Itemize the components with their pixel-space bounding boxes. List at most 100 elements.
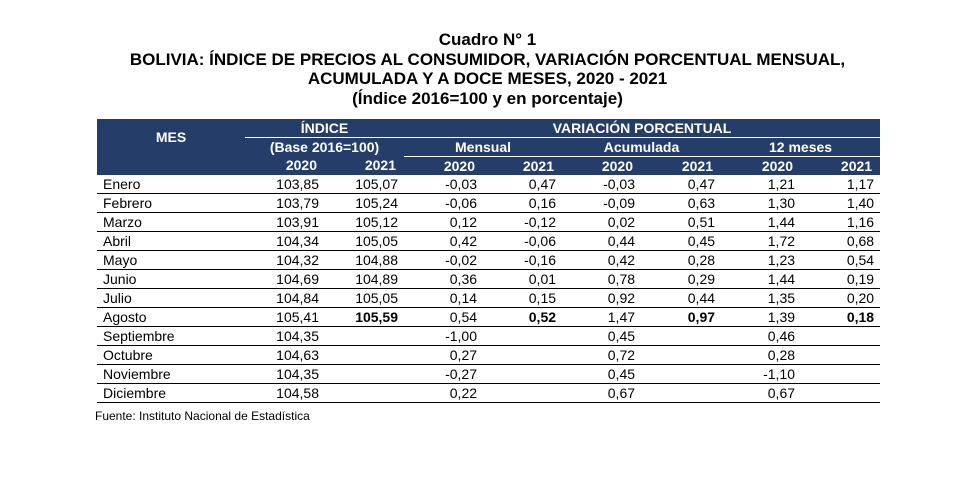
header-12-meses: 12 meses — [721, 137, 881, 157]
header-variacion: VARIACIÓN PORCENTUAL — [404, 119, 881, 138]
value-cell: 1,72 — [721, 231, 802, 251]
value-cell — [325, 364, 405, 384]
value-cell: 0,78 — [562, 269, 642, 289]
table-row: Mayo 104,32 104,88 -0,02 -0,16 0,42 0,28 1,23 0,… — [97, 250, 881, 270]
month-cell: Noviembre — [97, 364, 245, 384]
value-cell — [801, 326, 881, 346]
value-cell — [801, 364, 881, 384]
table-row: Enero 103,85 105,07 -0,03 0,47 -0,03 0,47 1,21 1… — [97, 175, 881, 194]
table-row: Octubre 104,63 0,27 0,72 0,28 — [97, 345, 881, 365]
header-year: 2020 — [245, 156, 325, 175]
table-title: BOLIVIA: ÍNDICE DE PRECIOS AL CONSUMIDOR… — [129, 49, 846, 69]
table-row: Agosto 105,41 105,59 0,54 0,52 1,47 0,97 1,39 0,… — [97, 307, 881, 327]
value-cell — [325, 383, 405, 403]
value-cell: 0,47 — [483, 175, 563, 194]
value-cell — [801, 345, 881, 365]
header-mensual: Mensual — [404, 137, 563, 157]
value-cell: 0,42 — [404, 231, 484, 251]
header-year: 2020 — [721, 156, 802, 175]
value-cell: 104,84 — [245, 288, 325, 308]
source-note: Fuente: Instituto Nacional de Estadístic… — [95, 409, 310, 423]
header-year: 2021 — [325, 156, 405, 175]
value-cell: -0,03 — [404, 175, 484, 194]
table-row: Diciembre 104,58 0,22 0,67 0,67 — [97, 383, 881, 403]
value-cell: 0,52 — [483, 307, 563, 327]
table-row: Abril 104,34 105,05 0,42 -0,06 0,44 0,45 1,72 0,… — [97, 231, 881, 251]
value-cell: 0,72 — [562, 345, 642, 365]
value-cell: -0,02 — [404, 250, 484, 270]
value-cell: 104,88 — [325, 250, 405, 270]
value-cell — [483, 383, 563, 403]
header-mes: MES — [97, 119, 245, 157]
value-cell: 105,05 — [325, 231, 405, 251]
value-cell: 0,12 — [404, 212, 484, 232]
value-cell: 0,28 — [641, 250, 722, 270]
value-cell: 0,16 — [483, 193, 563, 213]
value-cell — [641, 383, 722, 403]
header-year: 2020 — [562, 156, 642, 175]
value-cell: 0,29 — [641, 269, 722, 289]
value-cell — [325, 345, 405, 365]
value-cell: 1,23 — [721, 250, 802, 270]
value-cell: -0,27 — [404, 364, 484, 384]
value-cell — [641, 364, 722, 384]
table-title-continued: ACUMULADA Y A DOCE MESES, 2020 - 2021 — [307, 69, 668, 88]
value-cell: 1,44 — [721, 212, 802, 232]
table-subtitle: (Índice 2016=100 y en porcentaje) — [352, 88, 623, 108]
value-cell: 0,51 — [641, 212, 722, 232]
value-cell: 104,35 — [245, 364, 325, 384]
value-cell: 1,21 — [721, 175, 802, 194]
value-cell: 0,20 — [801, 288, 881, 308]
table-row: Julio 104,84 105,05 0,14 0,15 0,92 0,44 1,35 0,2… — [97, 288, 881, 308]
value-cell: 0,36 — [404, 269, 484, 289]
value-cell — [483, 326, 563, 346]
value-cell: 103,91 — [245, 212, 325, 232]
value-cell: -0,03 — [562, 175, 642, 194]
value-cell: -0,16 — [483, 250, 563, 270]
value-cell: 0,22 — [404, 383, 484, 403]
value-cell: 0,44 — [562, 231, 642, 251]
value-cell: 1,39 — [721, 307, 802, 327]
value-cell: 0,97 — [641, 307, 722, 327]
value-cell: 1,40 — [801, 193, 881, 213]
value-cell — [483, 345, 563, 365]
value-cell: 104,63 — [245, 345, 325, 365]
month-cell: Enero — [97, 175, 245, 194]
value-cell: 104,34 — [245, 231, 325, 251]
table-row: Marzo 103,91 105,12 0,12 -0,12 0,02 0,51 1,44 1,… — [97, 212, 881, 232]
value-cell: 105,07 — [325, 175, 405, 194]
value-cell: 0,02 — [562, 212, 642, 232]
value-cell: 0,92 — [562, 288, 642, 308]
month-cell: Julio — [97, 288, 245, 308]
value-cell: 103,85 — [245, 175, 325, 194]
value-cell: 105,41 — [245, 307, 325, 327]
value-cell: 0,67 — [721, 383, 802, 403]
value-cell: 105,05 — [325, 288, 405, 308]
value-cell: 104,32 — [245, 250, 325, 270]
value-cell: 104,35 — [245, 326, 325, 346]
value-cell — [483, 364, 563, 384]
value-cell: 1,16 — [801, 212, 881, 232]
header-base: (Base 2016=100) — [245, 137, 405, 157]
value-cell: 0,68 — [801, 231, 881, 251]
table-body: Enero 103,85 105,07 -0,03 0,47 -0,03 0,47 1,21 1… — [97, 175, 881, 403]
value-cell: 0,54 — [404, 307, 484, 327]
table-number: Cuadro N° 1 — [438, 30, 537, 49]
value-cell: -0,06 — [483, 231, 563, 251]
value-cell: 0,19 — [801, 269, 881, 289]
table-row: Noviembre 104,35 -0,27 0,45 -1,10 — [97, 364, 881, 384]
value-cell: 0,47 — [641, 175, 722, 194]
value-cell: 0,54 — [801, 250, 881, 270]
month-cell: Agosto — [97, 307, 245, 327]
value-cell: -1,00 — [404, 326, 484, 346]
value-cell: 0,45 — [562, 364, 642, 384]
value-cell: 104,69 — [245, 269, 325, 289]
header-row-years: 2020 2021 2020 2021 2020 2021 2020 2021 — [97, 156, 881, 175]
value-cell — [641, 345, 722, 365]
value-cell: 0,44 — [641, 288, 722, 308]
value-cell: 0,27 — [404, 345, 484, 365]
value-cell: 104,89 — [325, 269, 405, 289]
value-cell: 105,24 — [325, 193, 405, 213]
header-year: 2020 — [404, 156, 484, 175]
month-cell: Abril — [97, 231, 245, 251]
